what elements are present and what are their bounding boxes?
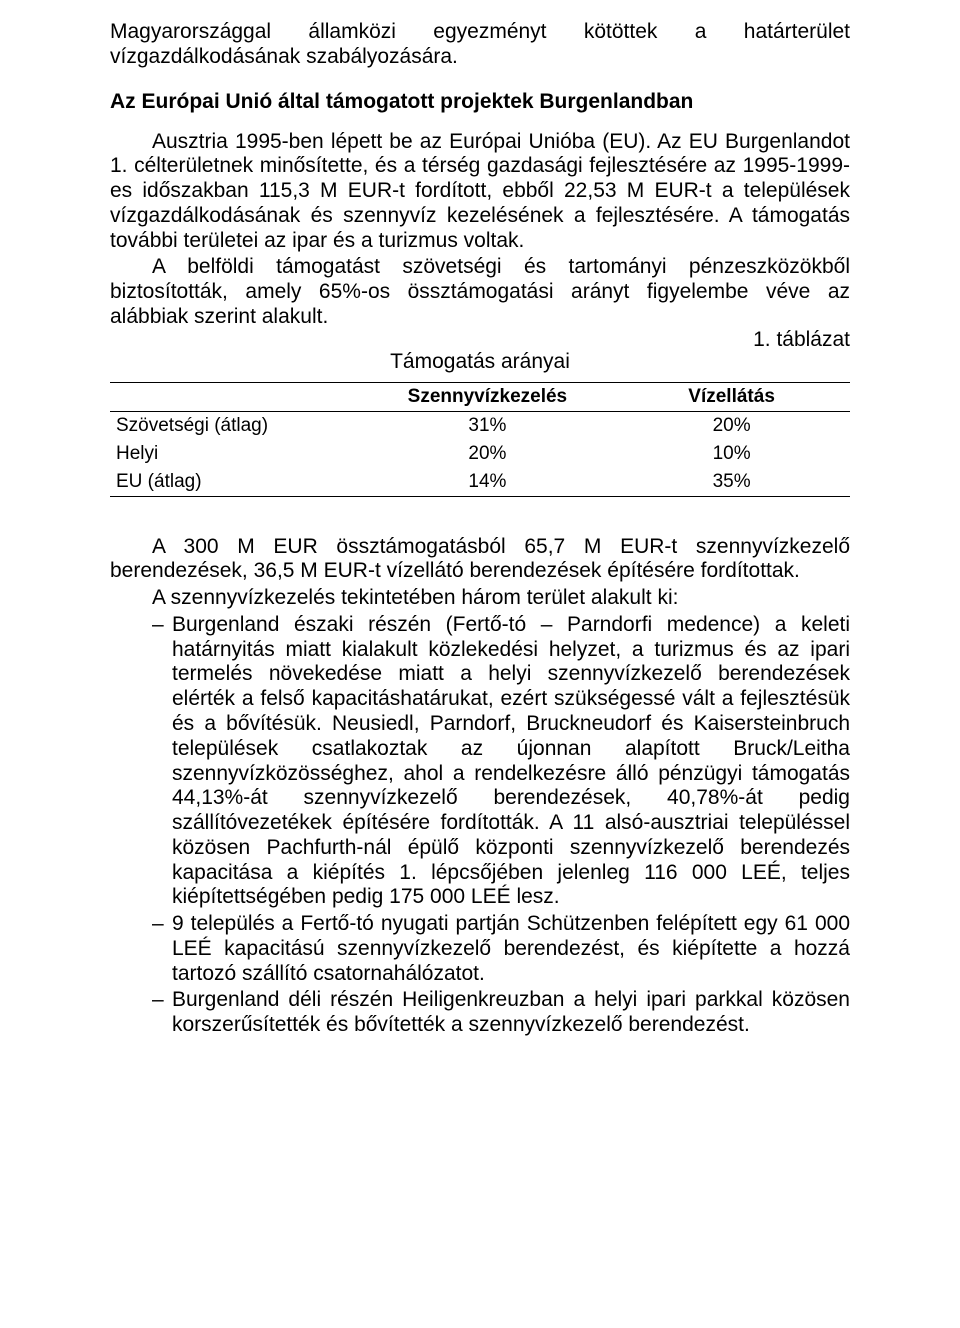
table-cell: 10% — [613, 440, 850, 468]
list-item: – 9 település a Fertő-tó nyugati partján… — [110, 912, 850, 986]
table-caption-wrap: 1. táblázat Támogatás arányai — [110, 350, 850, 374]
table-row: Helyi 20% 10% — [110, 440, 850, 468]
table-cell: 35% — [613, 468, 850, 497]
paragraph-2: Ausztria 1995-ben lépett be az Európai U… — [110, 130, 850, 254]
paragraph-3: A belföldi támogatást szövetségi és tart… — [110, 255, 850, 329]
table-cell: 20% — [362, 440, 614, 468]
table-cell: Helyi — [110, 440, 362, 468]
table-cell: Szövetségi (átlag) — [110, 411, 362, 440]
table-header-row: Szennyvízkezelés Vízellátás — [110, 382, 850, 411]
table-cell: 14% — [362, 468, 614, 497]
table-number: 1. táblázat — [753, 328, 850, 352]
list-item: – Burgenland déli részén Heiligenkreuzba… — [110, 988, 850, 1038]
bullet-list: – Burgenland északi részén (Fertő-tó – P… — [110, 613, 850, 1038]
paragraph-intro: Magyarországgal államközi egyezményt köt… — [110, 20, 850, 70]
table-row: Szövetségi (átlag) 31% 20% — [110, 411, 850, 440]
table-cell: 31% — [362, 411, 614, 440]
table-header-col1: Szennyvízkezelés — [362, 382, 614, 411]
paragraph-4: A 300 M EUR össztámogatásból 65,7 M EUR-… — [110, 535, 850, 585]
paragraph-5: A szennyvízkezelés tekintetében három te… — [110, 586, 850, 611]
list-item: – Burgenland északi részén (Fertő-tó – P… — [110, 613, 850, 910]
list-item-text: 9 település a Fertő-tó nyugati partján S… — [172, 912, 850, 985]
section-title: Az Európai Unió által támogatott projekt… — [110, 90, 850, 114]
dash-icon: – — [152, 988, 164, 1013]
table-caption: Támogatás arányai — [110, 350, 850, 374]
table-header-col2: Vízellátás — [613, 382, 850, 411]
list-item-text: Burgenland északi részén (Fertő-tó – Par… — [172, 613, 850, 908]
list-item-text: Burgenland déli részén Heiligenkreuzban … — [172, 988, 850, 1036]
table-header-empty — [110, 382, 362, 411]
dash-icon: – — [152, 613, 164, 638]
dash-icon: – — [152, 912, 164, 937]
table-cell: EU (átlag) — [110, 468, 362, 497]
funding-table: Szennyvízkezelés Vízellátás Szövetségi (… — [110, 382, 850, 497]
table-cell: 20% — [613, 411, 850, 440]
table-row: EU (átlag) 14% 35% — [110, 468, 850, 497]
